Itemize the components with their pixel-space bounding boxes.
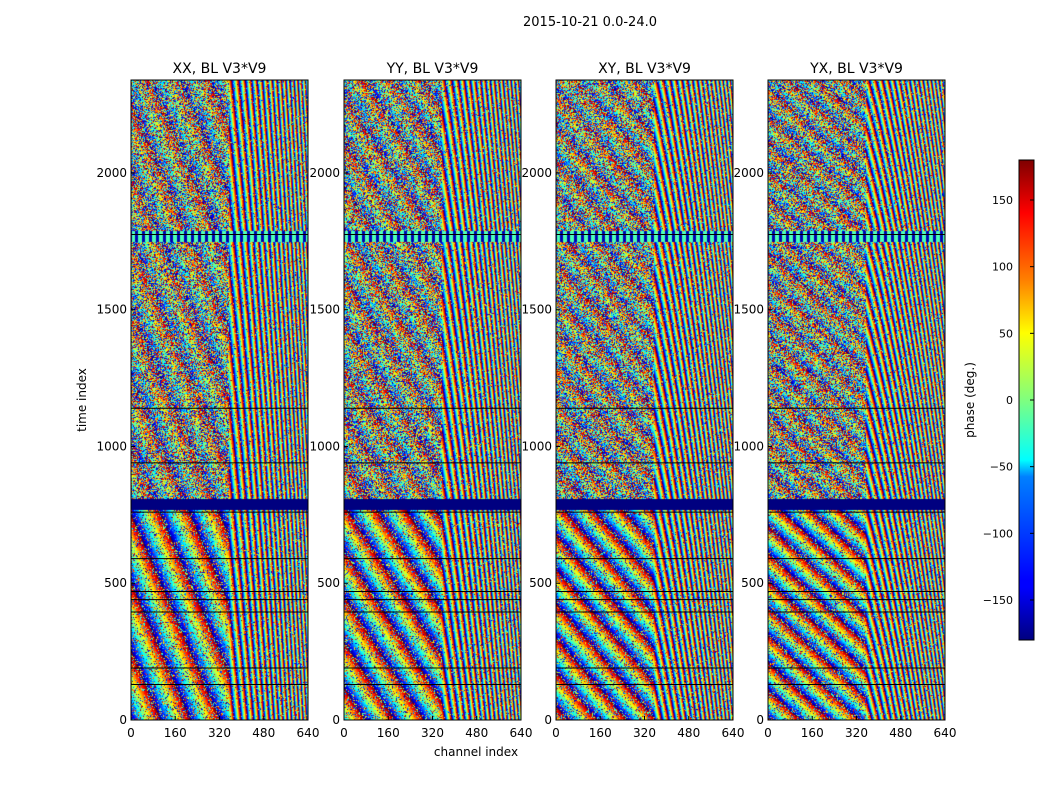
y-tick-label: 500 <box>104 576 127 590</box>
x-tick-label: 640 <box>510 726 533 740</box>
x-tick-label: 480 <box>252 726 275 740</box>
panels-group: XX, BL V3*V9 0 160 320 480 640 0 500 1000 1500 200… <box>96 61 956 740</box>
x-tick-label: 320 <box>633 726 656 740</box>
y-tick-label: 1000 <box>309 439 340 453</box>
y-tick-label: 500 <box>529 576 552 590</box>
figure-suptitle: 2015-10-21 0.0-24.0 <box>523 15 657 30</box>
x-tick-label: 160 <box>377 726 400 740</box>
y-tick-label: 0 <box>119 713 127 727</box>
colorbar: 150 100 50 0 −50 −100 −150 phase (deg.) <box>963 159 1035 641</box>
colorbar-tick-label: −150 <box>983 594 1013 607</box>
panel-title: YX, BL V3*V9 <box>809 61 903 77</box>
x-tick-label: 640 <box>934 726 957 740</box>
panel-xx: XX, BL V3*V9 0 160 320 480 640 0 500 1000 1500 200… <box>96 61 319 740</box>
y-tick-label: 2000 <box>733 166 764 180</box>
phase-image-yy <box>344 80 521 720</box>
y-tick-label: 1500 <box>733 303 764 317</box>
x-tick-label: 160 <box>164 726 187 740</box>
x-tick-label: 320 <box>421 726 444 740</box>
phase-image-yx <box>768 80 945 720</box>
panel-yx: YX, BL V3*V9 0 160 320 480 640 0 500 1000 1500 200… <box>733 61 956 740</box>
x-tick-label: 480 <box>889 726 912 740</box>
y-tick-label: 1000 <box>733 439 764 453</box>
y-axis-label: time index <box>75 368 89 432</box>
x-tick-label: 320 <box>208 726 231 740</box>
x-tick-label: 480 <box>677 726 700 740</box>
colorbar-ticks: 150 100 50 0 −50 −100 −150 <box>983 194 1034 607</box>
y-tick-label: 1000 <box>96 439 127 453</box>
x-tick-label: 320 <box>845 726 868 740</box>
panel-title: XY, BL V3*V9 <box>598 61 691 77</box>
x-tick-label: 160 <box>589 726 612 740</box>
y-tick-label: 2000 <box>309 166 340 180</box>
panel-title: YY, BL V3*V9 <box>386 61 479 77</box>
x-tick-label: 480 <box>465 726 488 740</box>
phase-image-xy <box>556 80 733 720</box>
panel-title: XX, BL V3*V9 <box>173 61 267 77</box>
x-tick-label: 0 <box>764 726 772 740</box>
colorbar-tick-label: −50 <box>990 461 1013 474</box>
x-tick-label: 160 <box>801 726 824 740</box>
panel-yy: YY, BL V3*V9 0 160 320 480 640 0 500 1000 1500 200… <box>309 61 532 740</box>
colorbar-tick-label: 50 <box>999 327 1013 340</box>
y-tick-label: 0 <box>544 713 552 727</box>
x-tick-label: 640 <box>722 726 745 740</box>
x-axis-label: channel index <box>434 745 518 759</box>
y-tick-label: 0 <box>332 713 340 727</box>
y-tick-label: 1000 <box>521 439 552 453</box>
y-tick-label: 500 <box>317 576 340 590</box>
y-tick-label: 1500 <box>309 303 340 317</box>
colorbar-tick-label: 150 <box>992 194 1013 207</box>
y-tick-label: 2000 <box>521 166 552 180</box>
colorbar-tick-label: 100 <box>992 261 1013 274</box>
colorbar-label: phase (deg.) <box>963 362 977 438</box>
x-tick-label: 0 <box>340 726 348 740</box>
y-tick-label: 500 <box>741 576 764 590</box>
y-tick-label: 0 <box>756 713 764 727</box>
y-tick-label: 2000 <box>96 166 127 180</box>
panel-xy: XY, BL V3*V9 0 160 320 480 640 0 500 1000 1500 200… <box>521 61 744 740</box>
colorbar-tick-label: 0 <box>1006 394 1013 407</box>
x-tick-label: 0 <box>552 726 560 740</box>
y-tick-label: 1500 <box>521 303 552 317</box>
x-tick-label: 0 <box>127 726 135 740</box>
colorbar-tick-label: −100 <box>983 527 1013 540</box>
phase-image-xx <box>131 80 308 720</box>
x-tick-label: 640 <box>297 726 320 740</box>
y-tick-label: 1500 <box>96 303 127 317</box>
